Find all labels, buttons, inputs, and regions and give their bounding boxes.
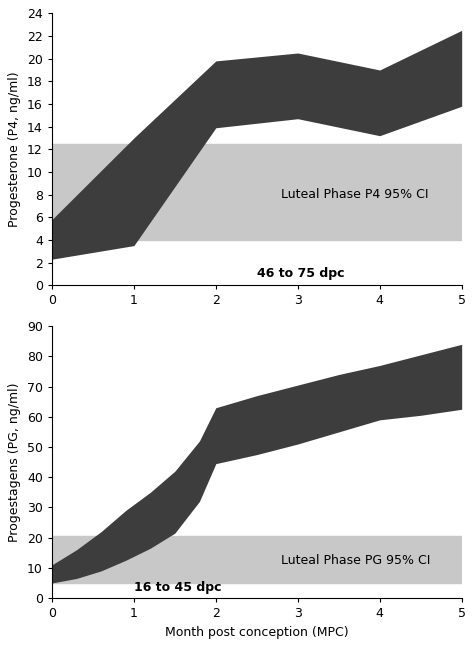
Text: Luteal Phase P4 95% CI: Luteal Phase P4 95% CI	[282, 188, 429, 201]
Bar	[52, 144, 462, 240]
X-axis label: Month post conception (MPC): Month post conception (MPC)	[165, 626, 348, 639]
Text: 16 to 45 dpc: 16 to 45 dpc	[134, 580, 221, 593]
Text: 46 to 75 dpc: 46 to 75 dpc	[257, 267, 344, 280]
Text: Luteal Phase PG 95% CI: Luteal Phase PG 95% CI	[282, 554, 431, 567]
Y-axis label: Progesterone (P4, ng/ml): Progesterone (P4, ng/ml)	[9, 71, 21, 227]
Bar	[52, 536, 462, 583]
Y-axis label: Progestagens (PG, ng/ml): Progestagens (PG, ng/ml)	[9, 382, 21, 542]
